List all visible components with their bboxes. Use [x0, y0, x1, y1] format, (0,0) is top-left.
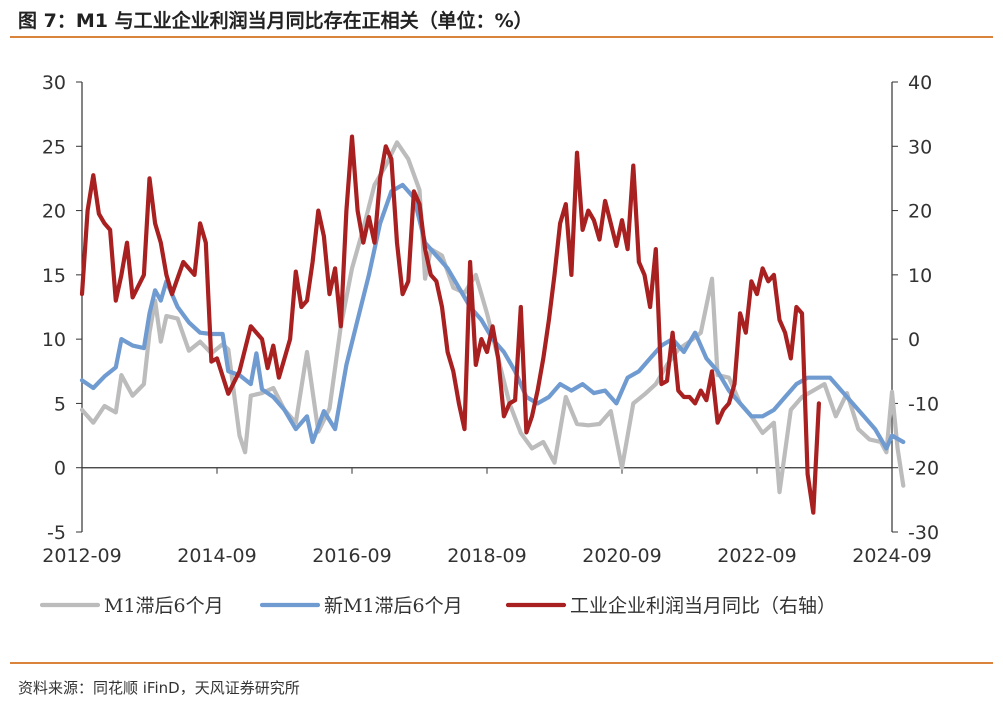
- x-tick-label: 2022-09: [717, 545, 796, 567]
- series-line-1: [79, 140, 906, 495]
- right-y-tick-label: -10: [908, 393, 939, 415]
- left-y-tick-label: 20: [42, 201, 66, 223]
- right-y-tick-label: 40: [908, 72, 932, 94]
- chart-axes: 30 25 20 15 10 5 0 -5 40 30 20 10 0 -10 -20 -30 2012-09 2…: [42, 72, 939, 567]
- combo-line-chart: 30 25 20 15 10 5 0 -5 40 30 20 10 0 -10 -20 -30 2012-09 2…: [39, 72, 939, 617]
- legend-label-1: M1滞后6个月: [104, 595, 224, 617]
- x-tick-label: 2014-09: [177, 545, 256, 567]
- left-y-tick-label: 25: [42, 136, 66, 158]
- left-y-tick-label: 5: [54, 393, 66, 415]
- x-tick-label: 2018-09: [447, 545, 526, 567]
- left-y-tick-label: 10: [42, 329, 66, 351]
- right-y-tick-label: -20: [908, 458, 939, 480]
- right-y-tick-label: 30: [908, 136, 932, 158]
- chart-title: 图 7：M1 与工业企业利润当月同比存在正相关（单位：%）: [18, 10, 533, 32]
- right-y-tick-label: 0: [908, 329, 920, 351]
- bottom-rule: [10, 662, 993, 664]
- left-y-tick-label: 0: [54, 458, 66, 480]
- series-layer: [79, 134, 906, 515]
- legend: M1滞后6个月 新M1滞后6个月 工业企业利润当月同比（右轴）: [39, 595, 836, 617]
- x-tick-label: 2024-09: [852, 545, 931, 567]
- right-y-tick-label: 10: [908, 265, 932, 287]
- x-tick-label: 2012-09: [42, 545, 121, 567]
- x-tick-label: 2016-09: [312, 545, 391, 567]
- top-rule: [10, 36, 993, 38]
- x-tick-label: 2020-09: [582, 545, 661, 567]
- source-note: 资料来源：同花顺 iFinD，天风证券研究所: [18, 679, 300, 697]
- left-y-tick-label: 30: [42, 72, 66, 94]
- legend-label-2: 新M1滞后6个月: [324, 595, 463, 617]
- legend-label-3: 工业企业利润当月同比（右轴）: [570, 595, 836, 617]
- right-y-tick-label: 20: [908, 201, 932, 223]
- left-y-tick-label: 15: [42, 265, 66, 287]
- left-y-tick-label: -5: [47, 522, 66, 544]
- right-y-tick-label: -30: [908, 522, 939, 544]
- series-line-3: [79, 134, 821, 515]
